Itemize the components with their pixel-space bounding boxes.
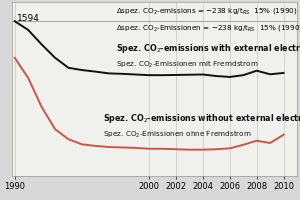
Text: Δspez. CO$_2$-emissions = −238 kg/t$_{RS}$  15% (1990): Δspez. CO$_2$-emissions = −238 kg/t$_{RS… [116, 6, 298, 16]
Text: Spez. CO$_2$-emissions without external electricity: Spez. CO$_2$-emissions without external … [103, 112, 300, 125]
Text: Spez. CO$_2$-Emissionen mit Fremdstrom: Spez. CO$_2$-Emissionen mit Fremdstrom [116, 59, 259, 70]
Text: Spez. CO$_2$-Emissionen ohne Fremdstrom: Spez. CO$_2$-Emissionen ohne Fremdstrom [103, 130, 252, 140]
Text: Spez. CO$_2$-emissions with external electricity: Spez. CO$_2$-emissions with external ele… [116, 42, 300, 55]
Text: Δspez. CO$_2$-Emissionen = −238 kg/t$_{RS}$  15% (1990): Δspez. CO$_2$-Emissionen = −238 kg/t$_{R… [116, 23, 300, 33]
Text: 1594: 1594 [17, 14, 40, 23]
